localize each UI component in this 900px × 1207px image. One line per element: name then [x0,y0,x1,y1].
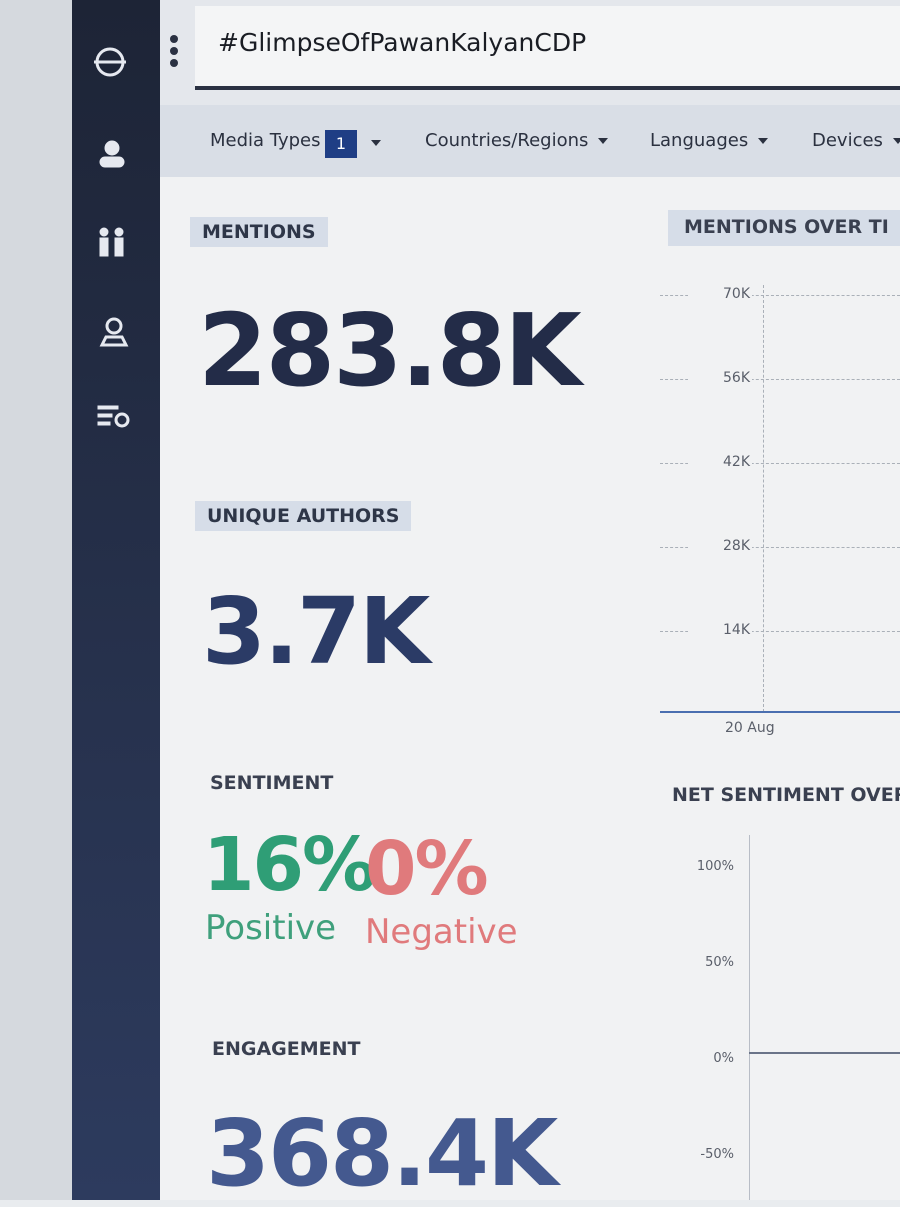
sidebar-icons [94,47,130,428]
filter-label[interactable]: Languages [650,130,749,151]
sentiment-label: SENTIMENT [210,772,334,794]
negative-label: Negative [365,912,518,952]
y-tick-label: 100% [696,859,734,874]
filter-countries[interactable]: Countries/Regions [425,130,609,151]
engagement-value: 368.4K [206,1100,558,1207]
gender-icon[interactable] [99,227,124,257]
y-axis-line [749,835,750,1200]
y-tick-label: 0% [713,1051,734,1066]
grid-line [660,379,900,380]
caret[interactable] [758,138,769,144]
mentions-label: MENTIONS [190,217,328,247]
y-tick-label: -50% [700,1147,734,1162]
x-axis-line [660,711,900,713]
grid-line [660,631,900,632]
filter-devices[interactable]: Devices [812,130,900,151]
engagement-label: ENGAGEMENT [212,1038,361,1060]
sidebar [72,0,160,1200]
zero-line [749,1052,900,1054]
menu-button[interactable] [166,34,182,70]
filter-bar [160,105,900,177]
caret[interactable] [371,140,381,146]
filter-media-types[interactable]: Media Types [210,130,321,151]
location-icon[interactable] [99,317,129,347]
y-tick-label: 70K [688,286,752,302]
x-tick-label: 20 Aug [725,720,775,736]
grid-line [660,295,900,296]
caret[interactable] [598,138,609,144]
y-tick-label: 28K [688,538,752,554]
people-icon[interactable] [99,140,125,168]
net-sentiment-title: NET SENTIMENT OVER [672,784,900,806]
filter-count-badge: 1 [325,130,357,158]
filter-label[interactable]: Countries/Regions [425,130,589,151]
authors-label: UNIQUE AUTHORS [195,501,412,531]
positive-value: 16% [203,822,376,908]
positive-label: Positive [205,908,337,948]
mentions-value: 283.8K [198,292,582,409]
y-tick-label: 50% [705,955,734,970]
search-list-icon[interactable] [97,405,130,428]
chart-title-bg [668,210,900,246]
authors-value: 3.7K [202,578,430,685]
mentions-chart: 20 Aug 70K 56K 42K 28K 14K [660,280,900,740]
net-sentiment-chart: 100% 50% 0% -50% [660,830,900,1200]
y-tick-label: 56K [688,370,752,386]
y-tick-label: 42K [688,454,752,470]
filter-languages[interactable]: Languages [650,130,769,151]
grid-line [763,285,764,712]
caret[interactable] [892,138,900,144]
grid-line [660,547,900,548]
grid-line [660,463,900,464]
content [160,177,900,1200]
search-box[interactable] [195,6,900,90]
background-strip [0,0,78,1200]
filter-label[interactable]: Devices [812,130,883,151]
y-tick-label: 14K [688,622,752,638]
search-text[interactable]: #GlimpseOfPawanKalyanCDP [218,28,587,57]
mentions-chart-title: MENTIONS OVER TI [684,216,889,238]
negative-value: 0% [365,826,489,912]
